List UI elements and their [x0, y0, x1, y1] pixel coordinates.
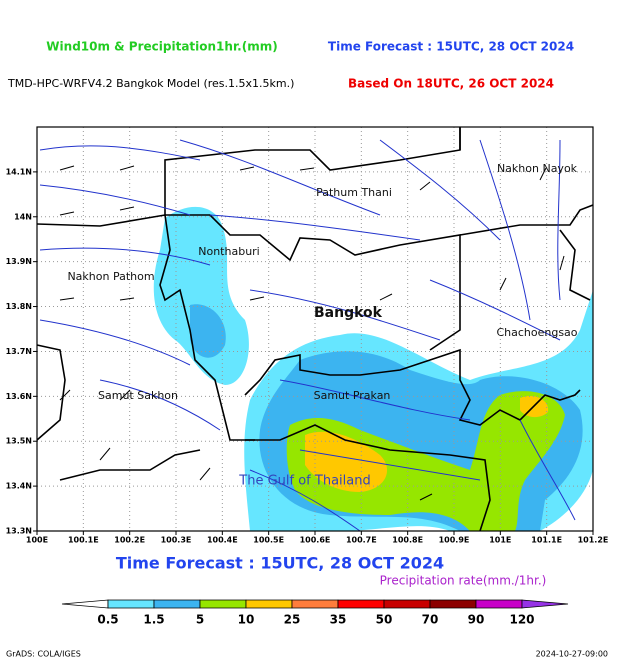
- place-label: Nakhon Nayok: [497, 162, 578, 175]
- bottom-forecast: Time Forecast : 15UTC, 28 OCT 2024: [116, 554, 444, 573]
- map: Nakhon Nayok Pathum Thani Nonthaburi Nak…: [6, 126, 609, 545]
- lat-tick-label: 13.6N: [6, 392, 32, 401]
- wind-barbs: [59, 165, 565, 501]
- lon-tick-label: 100.8E: [392, 536, 423, 545]
- place-labels: Nakhon Nayok Pathum Thani Nonthaburi Nak…: [67, 162, 577, 489]
- province-boundaries: [36, 127, 594, 532]
- axis-ticks: 14.1N 14N 13.9N 13.8N 13.7N 13.6N 13.5N 13.4N 13…: [6, 167, 609, 544]
- colorbar-label: 1.5: [143, 613, 164, 627]
- colorbar-swatch: [383, 599, 431, 609]
- place-label: Bangkok: [314, 305, 383, 321]
- legend-title: Precipitation rate(mm./1hr.): [380, 574, 547, 588]
- colorbar-swatch: [521, 599, 569, 609]
- colorbar-swatch: [337, 599, 385, 609]
- colorbar-swatch: [291, 599, 339, 609]
- colorbar-label: 120: [509, 613, 534, 627]
- place-label: The Gulf of Thailand: [238, 474, 370, 489]
- colorbar-label: 35: [330, 613, 347, 627]
- lon-tick-label: 100.7E: [346, 536, 377, 545]
- colorbar-swatch: [429, 599, 477, 609]
- title: Wind10m & Precipitation1hr.(mm): [46, 40, 277, 54]
- colorbar-label: 0.5: [97, 613, 118, 627]
- lat-tick-label: 13.9N: [6, 257, 32, 266]
- place-label: Samut Prakan: [314, 389, 391, 402]
- colorbar-label: 10: [238, 613, 255, 627]
- streamlines: [39, 139, 576, 532]
- colorbar-label: 25: [284, 613, 301, 627]
- lat-tick-label: 13.4N: [6, 482, 32, 491]
- credit: GrADS: COLA/IGES: [6, 650, 81, 659]
- lat-tick-label: 13.7N: [6, 347, 32, 356]
- colorbar-label: 50: [376, 613, 393, 627]
- place-label: Nakhon Pathom: [67, 270, 154, 283]
- place-label: Pathum Thani: [316, 186, 392, 199]
- lon-tick-label: 100.1E: [68, 536, 99, 545]
- lat-tick-label: 13.8N: [6, 302, 32, 311]
- place-label: Chachoengsao: [496, 326, 577, 339]
- colorbar-label: 5: [196, 613, 204, 627]
- based-on: Based On 18UTC, 26 OCT 2024: [348, 77, 554, 91]
- lon-tick-label: 101E: [489, 536, 511, 545]
- forecast-time: Time Forecast : 15UTC, 28 OCT 2024: [328, 40, 574, 54]
- colorbar: 0.5 1.5 5 10 25 35 50 70 90 120: [61, 599, 569, 627]
- timestamp: 2024-10-27-09:00: [536, 650, 608, 659]
- model-name: TMD-HPC-WRFV4.2 Bangkok Model (res.1.5x1…: [7, 77, 294, 90]
- colorbar-swatch: [153, 599, 201, 609]
- place-label: Samut Sakhon: [98, 389, 178, 402]
- colorbar-swatch: [245, 599, 293, 609]
- lon-tick-label: 101.2E: [578, 536, 609, 545]
- colorbar-label: 70: [422, 613, 439, 627]
- colorbar-swatch: [199, 599, 247, 609]
- lat-tick-label: 14.1N: [6, 167, 32, 176]
- lon-tick-label: 100.2E: [114, 536, 145, 545]
- colorbar-swatch: [61, 599, 109, 609]
- lat-tick-label: 14N: [14, 212, 32, 221]
- colorbar-swatch: [107, 599, 155, 609]
- lon-tick-label: 100.4E: [207, 536, 238, 545]
- lon-tick-label: 100.6E: [300, 536, 331, 545]
- lon-tick-label: 100E: [26, 536, 48, 545]
- place-label: Nonthaburi: [198, 245, 260, 258]
- lon-tick-label: 100.9E: [439, 536, 470, 545]
- lat-tick-label: 13.5N: [6, 437, 32, 446]
- lon-tick-label: 100.3E: [161, 536, 192, 545]
- lon-tick-label: 100.5E: [253, 536, 284, 545]
- lon-tick-label: 101.1E: [531, 536, 562, 545]
- lat-tick-label: 13.3N: [6, 527, 32, 536]
- colorbar-swatch: [475, 599, 523, 609]
- colorbar-label: 90: [468, 613, 485, 627]
